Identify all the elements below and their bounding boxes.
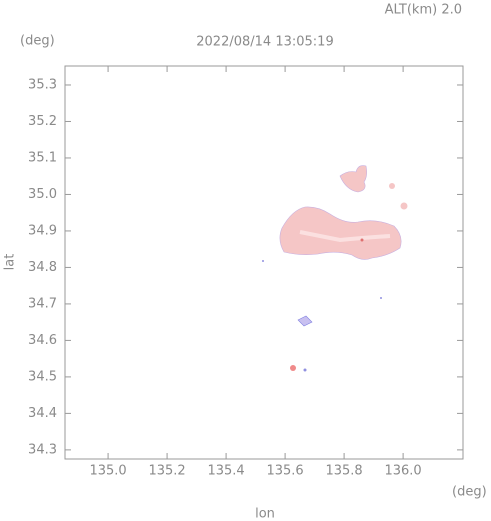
y-tick-label: 34.3	[28, 442, 57, 457]
y-tick-label: 34.7	[28, 296, 57, 311]
echo-core	[299, 230, 391, 243]
y-tick-label: 34.6	[28, 333, 57, 348]
echo-small	[290, 365, 296, 371]
y-tick-label: 35.3	[28, 77, 57, 92]
echoes	[262, 165, 408, 372]
echo-north	[339, 165, 367, 193]
y-tick-label: 34.4	[28, 406, 57, 421]
x-axis-label: lon	[255, 507, 275, 521]
y-tick-label: 34.8	[28, 260, 57, 275]
y-tick-label: 34.9	[28, 223, 57, 238]
echo-small	[380, 297, 382, 299]
x-tick-label: 135.2	[148, 464, 185, 479]
y-tick-label: 35.1	[28, 150, 57, 165]
x-tick-label: 135.0	[89, 464, 126, 479]
y-axis-label: lat	[3, 254, 18, 271]
echo-small	[389, 183, 395, 189]
chart-subtitle: ALT(km) 2.0	[385, 3, 462, 18]
chart-title: 2022/08/14 13:05:19	[196, 35, 333, 50]
echo-main	[279, 206, 402, 260]
echo-peak	[360, 238, 364, 242]
y-tick-label: 35.0	[28, 187, 57, 202]
x-tick-label: 135.4	[207, 464, 244, 479]
plot-frame	[64, 65, 464, 460]
x-tick-label: 135.6	[266, 464, 303, 479]
y-tick-label: 34.5	[28, 369, 57, 384]
x-tick-label: 136.0	[384, 464, 421, 479]
echo-small	[400, 202, 408, 210]
echo-small	[262, 260, 264, 262]
echo-blue	[297, 315, 313, 327]
echo-small	[303, 368, 307, 372]
y-tick-label: 35.2	[28, 114, 57, 129]
x-unit: (deg)	[452, 485, 487, 500]
x-tick-label: 135.8	[325, 464, 362, 479]
y-unit: (deg)	[20, 34, 55, 49]
